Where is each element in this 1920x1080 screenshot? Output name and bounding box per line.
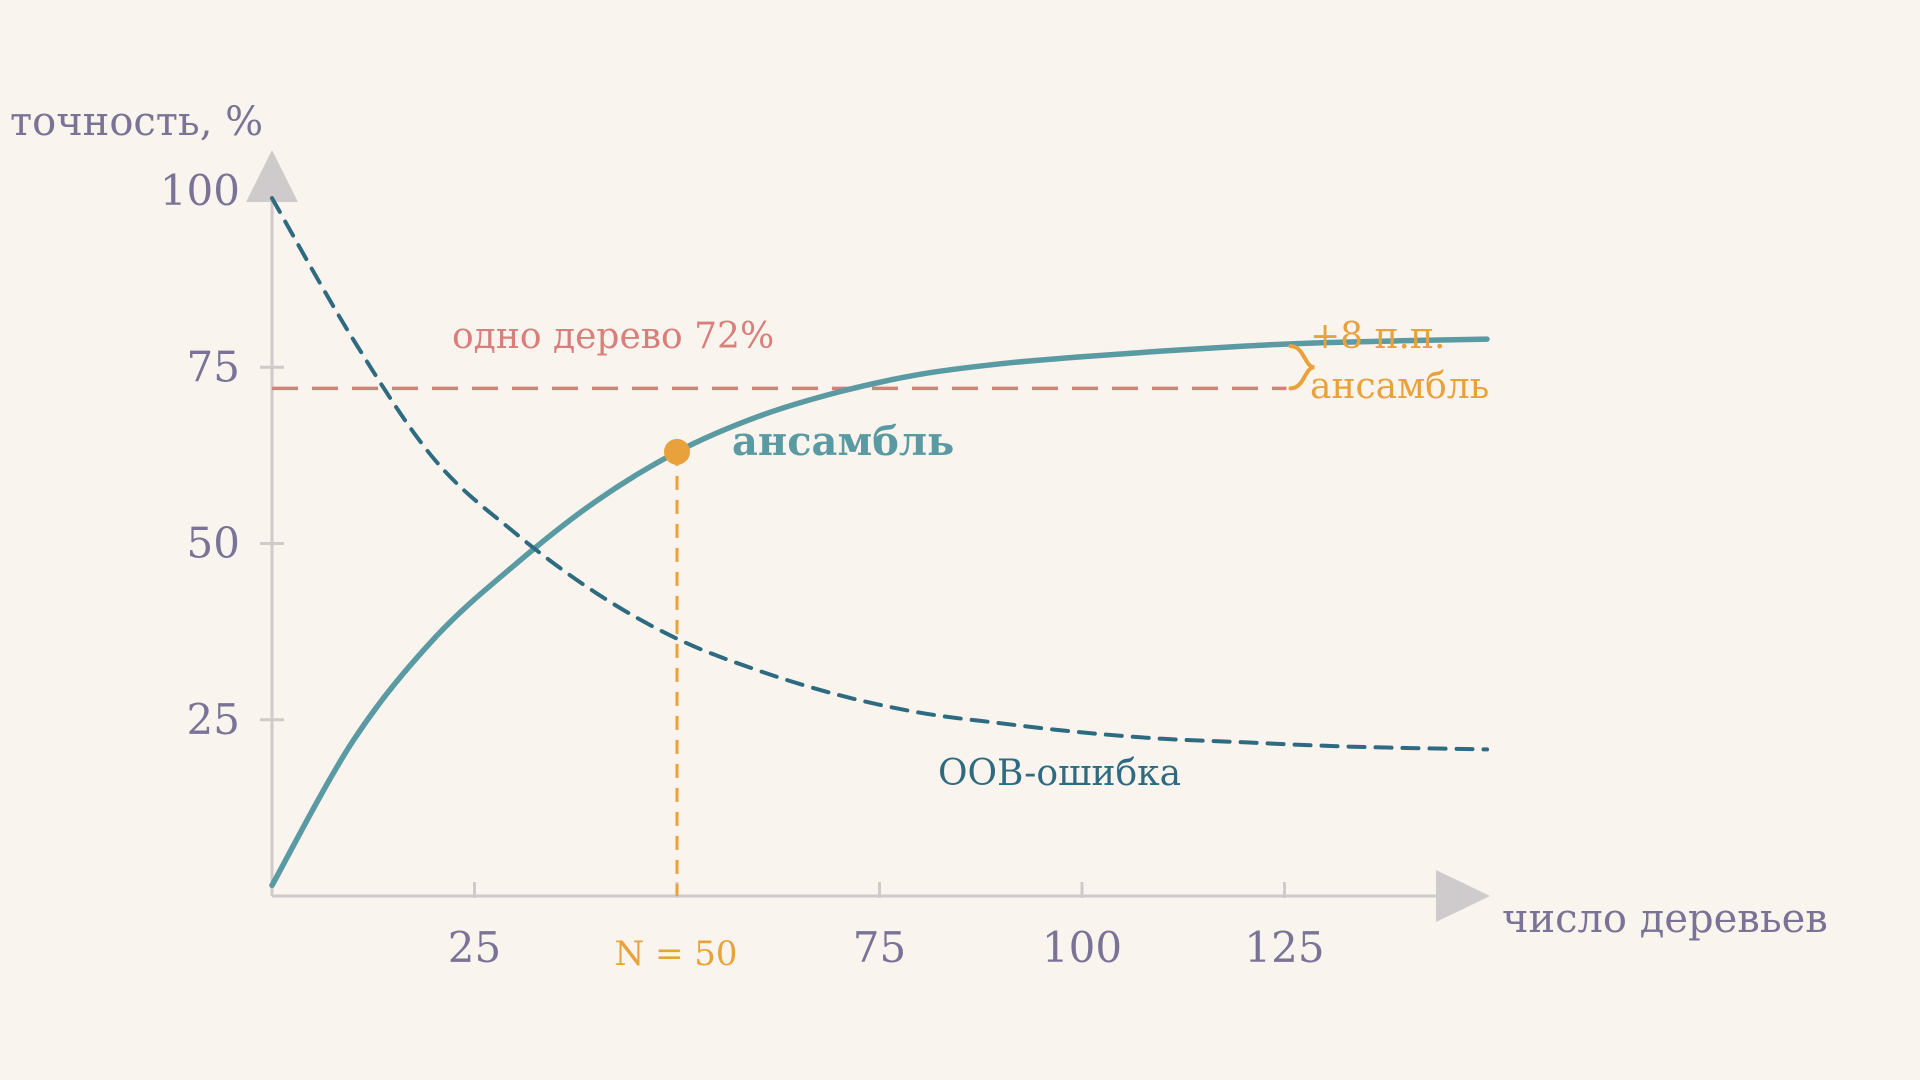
x-axis-title: число деревьев [1502,896,1828,942]
marker-label: N = 50 [614,934,737,974]
marker-point [664,438,690,465]
labels: точность, % число деревьев одно дерево 7… [10,99,1828,974]
x-tick-label-75: 75 [853,923,906,972]
ensemble-series-label: ансамбль [732,418,954,465]
oob-error-curve [270,196,1489,752]
single-tree-label: одно дерево 72% [452,316,774,357]
curves [269,196,1490,889]
gain-label-line2: ансамбль [1310,366,1489,407]
x-tick-label-125: 125 [1244,923,1324,972]
y-tick-label-100: 100 [160,166,240,215]
y-axis-arrow [246,150,298,202]
x-tick-label-25: 25 [448,923,501,972]
gain-label-line1: +8 п.п. [1310,316,1445,357]
y-tick-label-50: 50 [187,519,240,568]
y-tick-label-25: 25 [187,695,240,744]
y-axis-title: точность, % [10,99,263,145]
x-axis-arrow [1436,870,1490,922]
y-tick-label-75: 75 [187,342,240,391]
ensemble-curve [269,336,1490,889]
axes: 25 50 75 100 25 75 100 125 [160,150,1490,972]
marker-group [664,344,1316,896]
oob-series-label: OOB-ошибка [938,753,1181,794]
gain-brace [1288,344,1316,391]
x-tick-label-100: 100 [1042,923,1122,972]
